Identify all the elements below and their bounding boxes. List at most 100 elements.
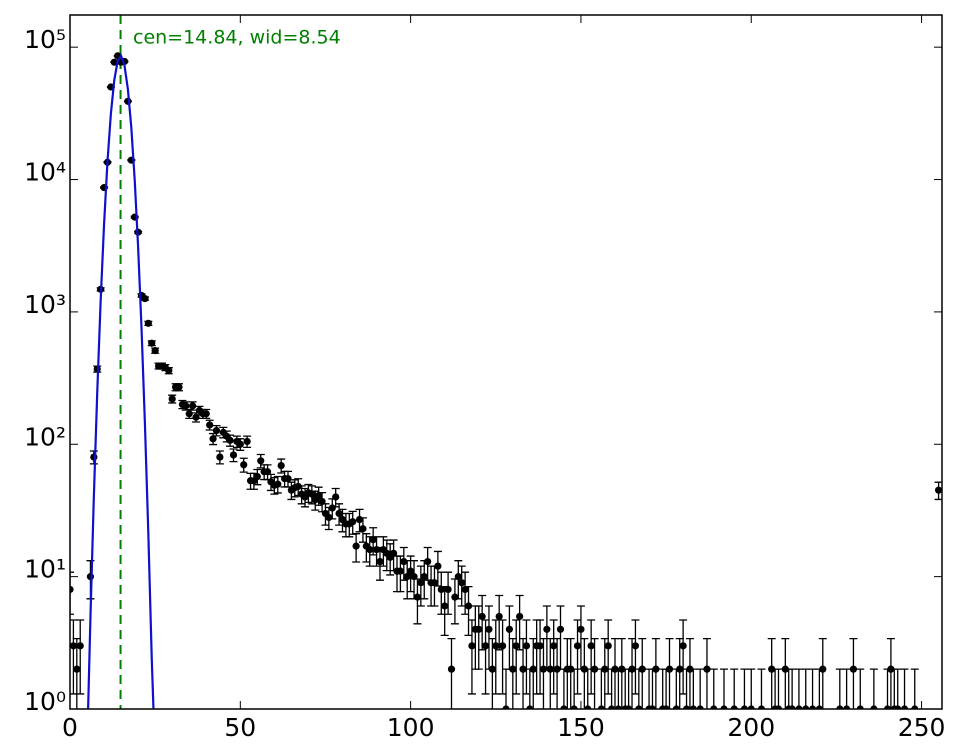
error-bar xyxy=(893,668,902,709)
data-point xyxy=(870,705,878,709)
data-point xyxy=(420,573,428,581)
data-point xyxy=(209,435,217,443)
data-point xyxy=(206,421,214,429)
data-point xyxy=(349,518,357,526)
error-bar xyxy=(512,619,521,695)
data-point xyxy=(212,426,221,435)
error-bar xyxy=(70,571,74,615)
error-bar xyxy=(478,594,487,651)
data-point xyxy=(277,461,285,470)
data-point xyxy=(808,705,817,709)
error-bar xyxy=(495,594,504,651)
data-point xyxy=(76,642,84,650)
data-point xyxy=(710,705,718,709)
error-bar xyxy=(617,638,626,709)
x-tick-label: 0 xyxy=(62,713,78,742)
data-point xyxy=(475,625,483,633)
data-point xyxy=(444,585,452,594)
data-point xyxy=(202,410,210,418)
error-bar xyxy=(685,638,694,709)
error-bar xyxy=(900,668,909,709)
data-point xyxy=(587,642,595,650)
error-bar xyxy=(781,638,790,709)
error-bar xyxy=(794,668,803,709)
error-bar xyxy=(604,619,613,695)
data-point xyxy=(175,383,183,391)
data-point xyxy=(672,705,680,709)
error-bar xyxy=(515,594,524,651)
data-point xyxy=(696,705,704,709)
error-bar xyxy=(689,668,698,709)
error-bar xyxy=(631,619,640,695)
data-point xyxy=(843,705,851,709)
error-bar xyxy=(730,668,739,709)
error-bar xyxy=(580,638,589,709)
data-point xyxy=(355,515,364,524)
data-point xyxy=(236,440,244,448)
plot-frame xyxy=(69,14,943,710)
data-point xyxy=(757,705,766,709)
data-point xyxy=(308,490,316,498)
error-bar xyxy=(76,619,85,695)
error-bar xyxy=(600,638,609,709)
y-tick-label: 10² xyxy=(24,422,66,451)
data-point xyxy=(614,705,623,709)
fit-annotation: cen=14.84, wid=8.54 xyxy=(133,27,341,49)
data-point xyxy=(625,705,633,709)
error-bar xyxy=(835,668,844,709)
data-point xyxy=(607,705,616,709)
data-point xyxy=(366,546,374,554)
error-bar xyxy=(788,668,797,709)
error-bar xyxy=(709,668,718,709)
data-point xyxy=(141,295,149,303)
data-point xyxy=(325,513,333,522)
data-point xyxy=(189,402,197,410)
error-bar xyxy=(519,638,528,709)
data-point xyxy=(90,453,98,461)
data-point xyxy=(519,665,527,673)
data-point xyxy=(369,536,377,544)
data-point xyxy=(570,705,578,709)
error-bar xyxy=(488,638,497,709)
data-point xyxy=(451,593,459,601)
data-point xyxy=(584,705,592,709)
data-point xyxy=(434,562,442,570)
data-point xyxy=(315,491,323,500)
data-point xyxy=(516,612,524,621)
data-point xyxy=(883,705,892,709)
data-point xyxy=(243,437,251,446)
data-point xyxy=(819,665,827,673)
data-point xyxy=(274,480,282,488)
data-point xyxy=(328,504,336,512)
data-point xyxy=(836,705,844,709)
data-point xyxy=(509,665,517,673)
data-point xyxy=(604,642,612,650)
error-bar xyxy=(910,668,919,709)
error-bar xyxy=(702,638,711,709)
data-point xyxy=(601,665,609,673)
data-point xyxy=(492,642,500,650)
data-point xyxy=(730,705,738,709)
error-bar xyxy=(444,571,453,615)
error-bar xyxy=(869,668,878,709)
data-point xyxy=(635,705,643,709)
x-tick-label: 250 xyxy=(898,713,946,742)
data-point xyxy=(676,665,684,673)
error-bar xyxy=(72,638,81,709)
error-bar xyxy=(546,638,555,709)
data-point xyxy=(648,705,657,709)
error-bar xyxy=(481,619,490,695)
data-point xyxy=(151,347,159,355)
data-point xyxy=(529,665,537,673)
data-point xyxy=(652,665,660,673)
data-point xyxy=(679,642,687,650)
error-bar xyxy=(553,638,562,709)
error-bar xyxy=(856,668,865,709)
data-point xyxy=(556,625,565,633)
error-bar xyxy=(740,668,749,709)
data-point xyxy=(359,525,367,533)
data-point xyxy=(335,509,343,518)
data-point xyxy=(802,705,810,709)
data-point xyxy=(216,453,224,461)
